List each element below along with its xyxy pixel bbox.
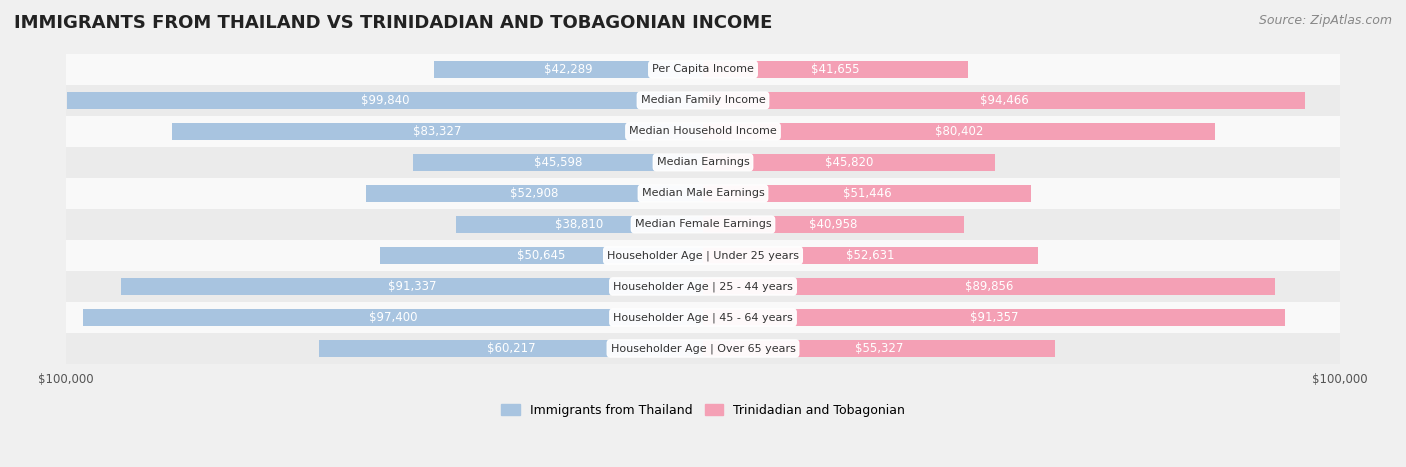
Text: $94,466: $94,466 — [980, 94, 1028, 107]
Bar — [703, 216, 965, 233]
Text: Per Capita Income: Per Capita Income — [652, 64, 754, 74]
Bar — [66, 178, 1340, 209]
Text: Source: ZipAtlas.com: Source: ZipAtlas.com — [1258, 14, 1392, 27]
Legend: Immigrants from Thailand, Trinidadian and Tobagonian: Immigrants from Thailand, Trinidadian an… — [496, 399, 910, 422]
Text: Median Household Income: Median Household Income — [628, 127, 778, 136]
Text: $60,217: $60,217 — [486, 342, 536, 355]
Bar — [67, 92, 703, 109]
Bar — [66, 302, 1340, 333]
Text: $52,908: $52,908 — [510, 187, 558, 200]
Bar — [412, 154, 703, 171]
Text: Median Family Income: Median Family Income — [641, 95, 765, 106]
Bar — [66, 240, 1340, 271]
Bar — [172, 123, 703, 140]
Text: $52,631: $52,631 — [846, 249, 894, 262]
Bar — [66, 54, 1340, 85]
Text: $50,645: $50,645 — [517, 249, 565, 262]
Text: Householder Age | 45 - 64 years: Householder Age | 45 - 64 years — [613, 312, 793, 323]
Bar — [433, 61, 703, 78]
Bar — [66, 147, 1340, 178]
Bar — [66, 209, 1340, 240]
Text: $38,810: $38,810 — [555, 218, 603, 231]
Bar — [121, 278, 703, 295]
Bar — [703, 61, 969, 78]
Text: $89,856: $89,856 — [965, 280, 1014, 293]
Text: $80,402: $80,402 — [935, 125, 983, 138]
Text: $42,289: $42,289 — [544, 63, 592, 76]
Text: $51,446: $51,446 — [842, 187, 891, 200]
Bar — [66, 333, 1340, 364]
Text: $41,655: $41,655 — [811, 63, 860, 76]
Bar — [83, 309, 703, 326]
Text: $97,400: $97,400 — [368, 311, 418, 324]
Bar — [703, 123, 1215, 140]
Text: $99,840: $99,840 — [361, 94, 409, 107]
Bar — [703, 340, 1056, 357]
Text: $45,820: $45,820 — [825, 156, 873, 169]
Bar — [381, 247, 703, 264]
Text: $40,958: $40,958 — [810, 218, 858, 231]
Text: Median Earnings: Median Earnings — [657, 157, 749, 168]
Text: Median Female Earnings: Median Female Earnings — [634, 219, 772, 229]
Bar — [66, 85, 1340, 116]
Text: $91,357: $91,357 — [970, 311, 1018, 324]
Text: $83,327: $83,327 — [413, 125, 461, 138]
Text: $45,598: $45,598 — [533, 156, 582, 169]
Text: $55,327: $55,327 — [855, 342, 904, 355]
Bar — [703, 278, 1275, 295]
Text: Householder Age | 25 - 44 years: Householder Age | 25 - 44 years — [613, 281, 793, 292]
Bar — [66, 271, 1340, 302]
Text: IMMIGRANTS FROM THAILAND VS TRINIDADIAN AND TOBAGONIAN INCOME: IMMIGRANTS FROM THAILAND VS TRINIDADIAN … — [14, 14, 772, 32]
Bar — [66, 116, 1340, 147]
Bar — [703, 185, 1031, 202]
Bar — [319, 340, 703, 357]
Text: Median Male Earnings: Median Male Earnings — [641, 188, 765, 198]
Text: Householder Age | Over 65 years: Householder Age | Over 65 years — [610, 343, 796, 354]
Bar — [456, 216, 703, 233]
Bar — [703, 154, 995, 171]
Bar — [366, 185, 703, 202]
Bar — [703, 92, 1305, 109]
Text: $91,337: $91,337 — [388, 280, 436, 293]
Text: Householder Age | Under 25 years: Householder Age | Under 25 years — [607, 250, 799, 261]
Bar — [703, 247, 1038, 264]
Bar — [703, 309, 1285, 326]
